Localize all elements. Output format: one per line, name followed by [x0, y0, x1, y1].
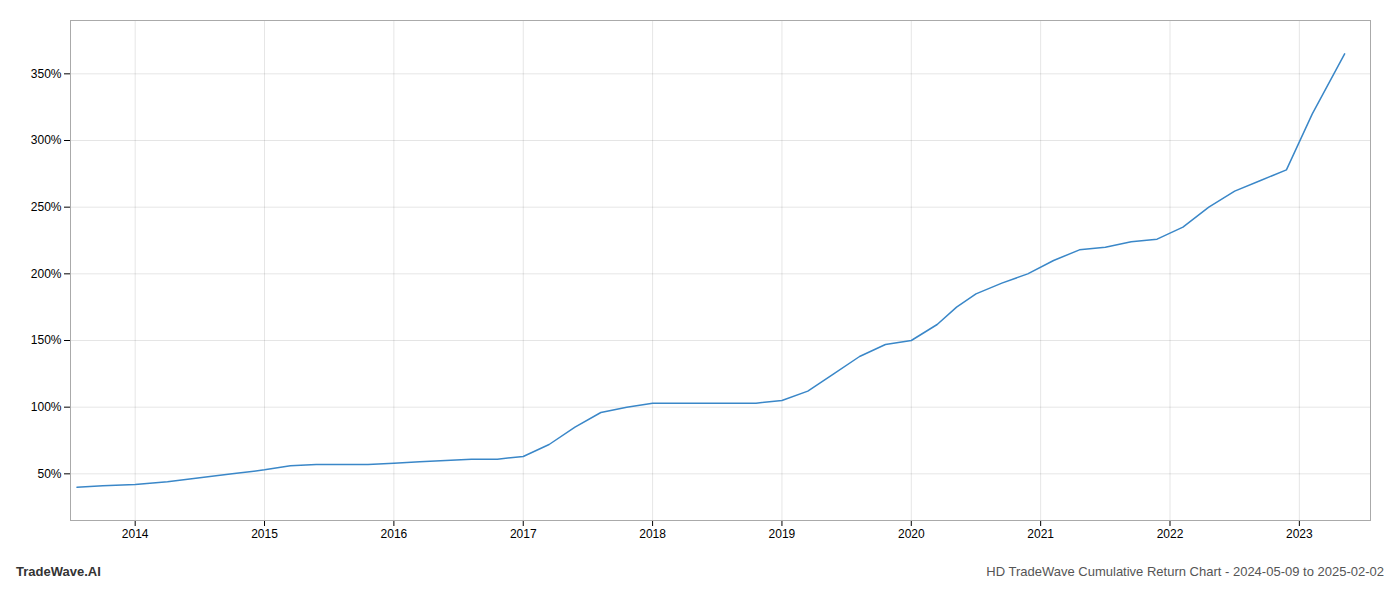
svg-text:150%: 150% [31, 333, 62, 347]
svg-text:2021: 2021 [1027, 527, 1054, 541]
svg-text:2016: 2016 [381, 527, 408, 541]
svg-text:300%: 300% [31, 133, 62, 147]
svg-text:350%: 350% [31, 67, 62, 81]
svg-text:2020: 2020 [898, 527, 925, 541]
svg-text:2017: 2017 [510, 527, 537, 541]
svg-text:250%: 250% [31, 200, 62, 214]
svg-text:2014: 2014 [122, 527, 149, 541]
svg-text:2019: 2019 [769, 527, 796, 541]
svg-text:2022: 2022 [1157, 527, 1184, 541]
svg-text:50%: 50% [37, 467, 61, 481]
svg-text:2023: 2023 [1286, 527, 1313, 541]
svg-text:2015: 2015 [251, 527, 278, 541]
svg-text:2018: 2018 [639, 527, 666, 541]
html-text:HD TradeWave Cumulative Return: HD TradeWave Cumulative Return Chart - 2… [986, 564, 1384, 579]
svg-text:200%: 200% [31, 267, 62, 281]
svg-text:100%: 100% [31, 400, 62, 414]
html-text:TradeWave.AI: TradeWave.AI [16, 564, 101, 579]
